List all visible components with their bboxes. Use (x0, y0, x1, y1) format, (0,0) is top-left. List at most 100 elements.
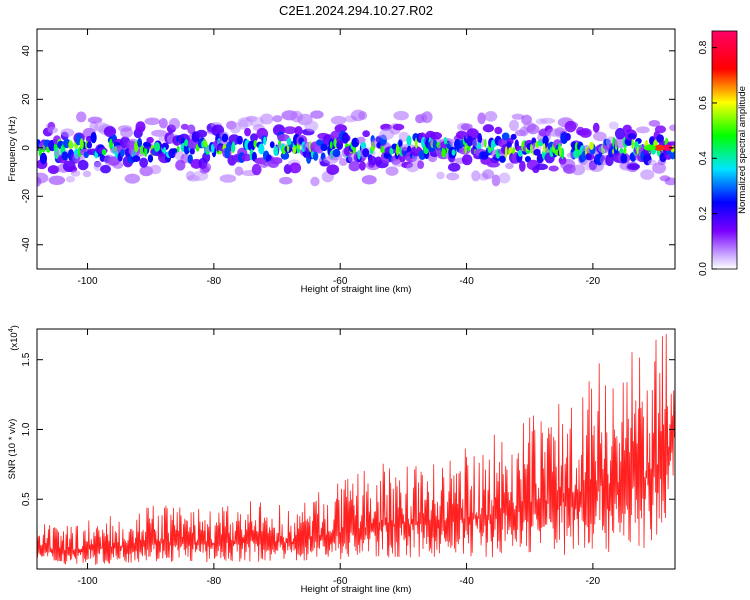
spectrogram-axes: -100 -80 -60 -40 -20 -40 -20 0 20 40 (21, 29, 675, 287)
snr-y-tick-label: 1.0 (21, 422, 32, 436)
spectrogram-cell (648, 120, 661, 127)
figure-title: C2E1.2024.294.10.27.R02 (279, 3, 433, 18)
spectrogram-cell (640, 169, 655, 180)
spectrogram-cell (362, 148, 370, 158)
spectrogram-cell (120, 127, 133, 138)
spectrogram-cell (348, 161, 361, 172)
snr-x-label: Height of straight line (km) (301, 584, 412, 595)
spectrogram-cell (614, 127, 626, 140)
snr-y-tick-label: 1.5 (21, 352, 32, 366)
spectrogram-cell (304, 120, 319, 132)
colorbar-tick-label: 0.0 (698, 262, 709, 276)
spectrogram-cell (200, 162, 212, 173)
spectrogram-cell (289, 162, 302, 174)
spectrogram-cell (511, 113, 525, 120)
spectrogram-cell (279, 176, 293, 185)
spectrogram-cell (652, 162, 667, 174)
spectrogram-cell (482, 124, 495, 133)
spectrogram-cell (168, 118, 181, 130)
spectrogram-cell (498, 172, 511, 184)
spectrogram-cell (144, 117, 160, 126)
spectrogram-cell (187, 124, 196, 134)
snr-y-tick-label: 0.5 (21, 492, 32, 506)
spectrogram-x-tick-label: -20 (586, 276, 601, 287)
spectrogram-cell (294, 125, 303, 136)
spectrogram-cell (540, 117, 556, 124)
spectrogram-cell (484, 138, 487, 148)
spectrogram-cell (548, 165, 559, 172)
spectrogram-cell (83, 151, 89, 159)
snr-x-tick-label: -60 (333, 576, 348, 587)
snr-x-tick-label: -80 (207, 576, 222, 587)
spectrogram-cell (623, 147, 627, 155)
spectrogram-cell (519, 160, 526, 172)
spectrogram-cell (620, 153, 628, 164)
snr-y-label: SNR (10 * v/v) (7, 419, 18, 480)
spectrogram-cell (137, 137, 143, 148)
spectrogram-cell (47, 165, 60, 175)
spectrogram-cell (461, 154, 473, 166)
spectrogram-cell (229, 122, 242, 134)
spectrogram-cell (241, 153, 252, 162)
spectrogram-cell (251, 163, 262, 176)
spectrogram-cell (82, 170, 92, 178)
spectrogram-x-tick-label: -60 (333, 276, 348, 287)
spectrogram-cell (491, 174, 501, 187)
spectrogram-cell (368, 155, 377, 166)
spectrogram-cell (221, 133, 229, 143)
spectrogram-cell (312, 151, 319, 161)
spectrogram-cell (147, 154, 154, 163)
spectrogram-cell (37, 172, 49, 184)
spectrogram-cell (189, 148, 195, 155)
spectrogram-cell (464, 143, 467, 155)
spectrogram-cell (180, 153, 190, 164)
spectrogram-panel: -100 -80 -60 -40 -20 -40 -20 0 20 40 Height of st… (7, 28, 676, 295)
spectrogram-cell (244, 127, 251, 137)
spectrogram-cell (70, 170, 81, 177)
spectrogram-cell (406, 162, 420, 173)
snr-frame (36, 328, 676, 570)
spectrogram-cell (526, 123, 540, 135)
spectrogram-cell (505, 162, 514, 170)
spectrogram-cell (76, 111, 87, 123)
spectrogram-cell (389, 147, 394, 155)
spectrogram-cell (501, 132, 510, 141)
spectrogram-cell (195, 129, 208, 138)
spectrogram-x-tick-label: -100 (78, 276, 98, 287)
spectrogram-cell (564, 133, 571, 141)
spectrogram-cell (669, 124, 675, 132)
spectrogram-cell (163, 146, 167, 155)
spectrogram-cell (231, 141, 236, 153)
colorbar-tick-label: 0.8 (698, 40, 709, 54)
spectrogram-cell (263, 136, 267, 146)
spectrogram-cell (499, 155, 506, 163)
spectrogram-cell (149, 164, 162, 175)
snr-series-line (37, 334, 675, 565)
spectrogram-cell (258, 143, 265, 155)
spectrogram-y-tick-label: 20 (21, 93, 32, 105)
spectrogram-y-tick-label: -20 (21, 189, 32, 204)
spectrogram-cell (65, 175, 76, 183)
spectrogram-cell (332, 148, 341, 158)
spectrogram-cell (103, 126, 117, 138)
spectrogram-cell (585, 152, 592, 161)
spectrogram-cell (61, 151, 69, 161)
spectrogram-cell (310, 110, 324, 119)
spectrogram-cell (398, 131, 410, 142)
spectrogram-cell (154, 142, 161, 153)
spectrogram-cell (112, 161, 124, 169)
spectrogram-x-label: Height of straight line (km) (301, 284, 412, 295)
spectrogram-y-label: Frequency (Hz) (7, 116, 18, 181)
spectrogram-cell (592, 122, 600, 133)
spectrogram-cell (234, 166, 244, 176)
spectrogram-cell (506, 141, 512, 148)
spectrogram-cell (269, 141, 275, 149)
spectrogram-cell (608, 121, 619, 130)
spectrogram-cell (654, 125, 667, 134)
spectrogram-cell (429, 131, 443, 140)
spectrogram-cell (512, 146, 516, 155)
spectrogram-cell (443, 136, 448, 145)
spectrogram-cell (250, 133, 258, 142)
spectrogram-cell (341, 132, 349, 144)
